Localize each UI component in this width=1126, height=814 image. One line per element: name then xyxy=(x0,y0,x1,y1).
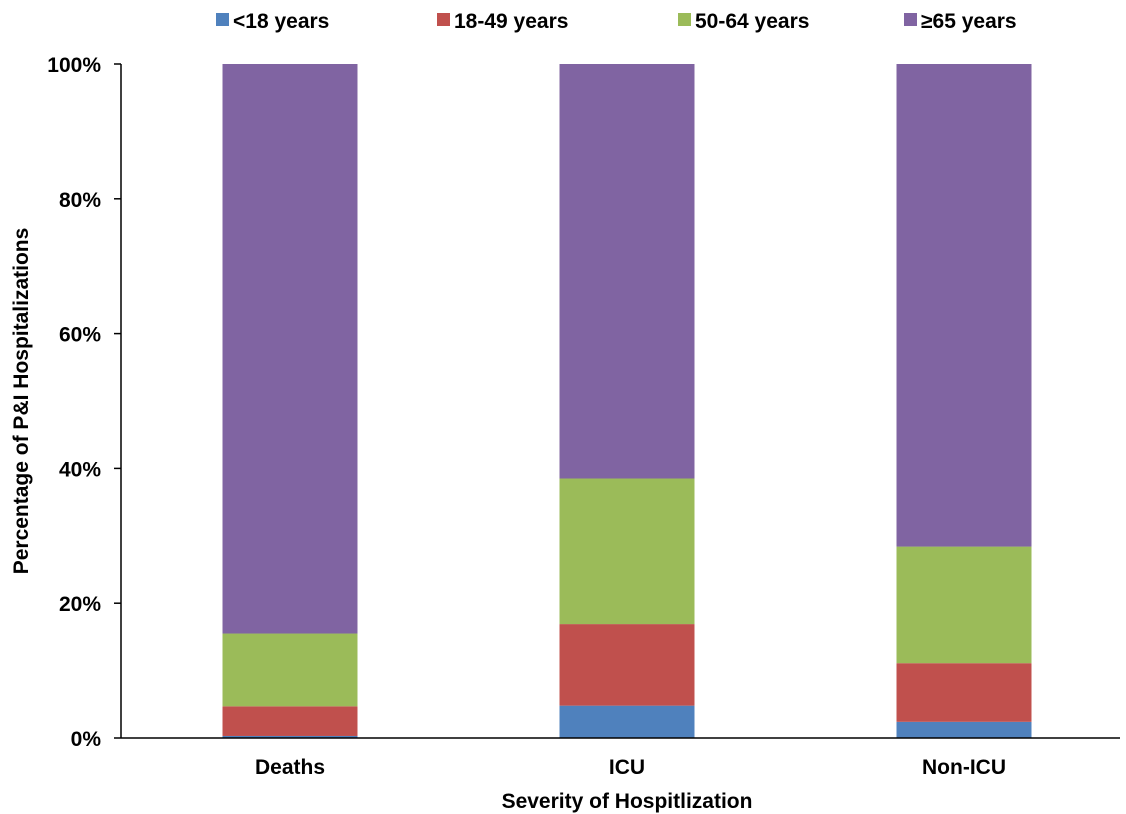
y-axis-title: Percentage of P&I Hospitalizations xyxy=(10,228,33,575)
bar-icu-series-0 xyxy=(559,705,695,738)
y-tick-label: 40% xyxy=(59,458,101,481)
bar-non-icu-series-2 xyxy=(896,546,1032,664)
legend-swatch-under-18 xyxy=(216,13,229,26)
bar-deaths-series-3 xyxy=(222,64,358,634)
bar-non-icu-series-1 xyxy=(896,663,1032,722)
bar-icu-series-2 xyxy=(559,478,695,625)
bar-non-icu-series-0 xyxy=(896,721,1032,738)
legend-label-18-49: 18-49 years xyxy=(454,10,568,33)
x-axis-title: Severity of Hospitlization xyxy=(502,790,753,813)
legend-item-65-plus: ≥65 years xyxy=(904,10,1017,33)
legend: <18 years 18-49 years 50-64 years ≥65 ye… xyxy=(216,10,1017,33)
bar-deaths-series-1 xyxy=(222,706,358,736)
x-tick-label-non-icu: Non-ICU xyxy=(922,756,1006,779)
y-tick-label: 100% xyxy=(47,54,101,77)
y-tick-label: 60% xyxy=(59,324,101,347)
bar-icu-series-3 xyxy=(559,64,695,479)
legend-swatch-65-plus xyxy=(904,13,917,26)
bar-non-icu-series-3 xyxy=(896,64,1032,547)
bar-deaths-series-0 xyxy=(222,735,358,738)
legend-label-50-64: 50-64 years xyxy=(695,10,809,33)
bar-deaths-series-2 xyxy=(222,633,358,707)
y-axis-ticks: 0% 20% 40% 60% 80% 100% xyxy=(47,54,121,751)
legend-swatch-50-64 xyxy=(678,13,691,26)
bars-group xyxy=(222,64,1032,738)
legend-item-under-18: <18 years xyxy=(216,10,329,33)
x-tick-label-icu: ICU xyxy=(609,756,645,779)
bar-icu-series-1 xyxy=(559,624,695,706)
x-axis-ticks: Deaths ICU Non-ICU xyxy=(255,756,1006,779)
y-tick-label: 20% xyxy=(59,593,101,616)
legend-label-65-plus: ≥65 years xyxy=(921,10,1017,33)
legend-item-50-64: 50-64 years xyxy=(678,10,809,33)
y-tick-label: 0% xyxy=(71,728,102,751)
legend-item-18-49: 18-49 years xyxy=(437,10,568,33)
legend-label-under-18: <18 years xyxy=(233,10,329,33)
legend-swatch-18-49 xyxy=(437,13,450,26)
y-tick-label: 80% xyxy=(59,189,101,212)
x-tick-label-deaths: Deaths xyxy=(255,756,325,779)
